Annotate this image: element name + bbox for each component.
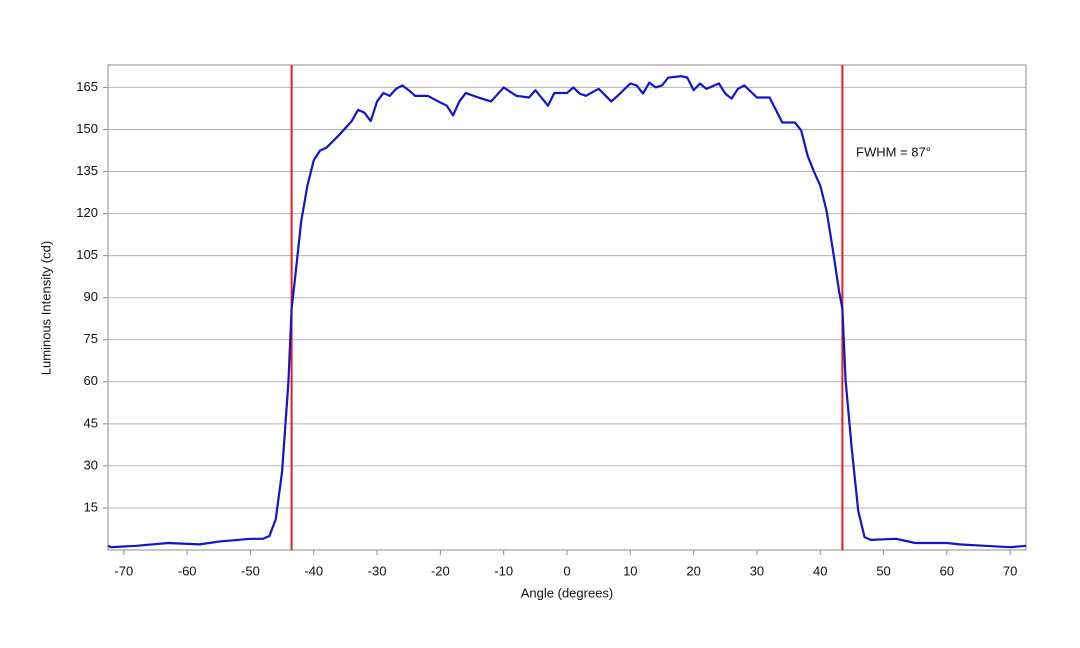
y-tick-label: 135 [76, 163, 98, 178]
y-tick-label: 75 [84, 331, 98, 346]
x-tick-label: 60 [940, 563, 954, 578]
y-tick-label: 90 [84, 289, 98, 304]
x-tick-label: 70 [1003, 563, 1017, 578]
y-tick-label: 105 [76, 247, 98, 262]
x-tick-label: -60 [178, 563, 197, 578]
x-tick-label: 40 [813, 563, 827, 578]
x-tick-label: 10 [623, 563, 637, 578]
x-tick-label: -50 [241, 563, 260, 578]
y-tick-label: 15 [84, 499, 98, 514]
x-tick-label: 0 [563, 563, 570, 578]
data-line [107, 75, 1027, 549]
x-axis-label: Angle (degrees) [521, 585, 614, 600]
y-tick-label: 120 [76, 205, 98, 220]
x-tick-label: 20 [686, 563, 700, 578]
plot-area [107, 64, 1027, 551]
y-axis-label: Luminous Intensity (cd) [38, 241, 53, 375]
y-tick-label: 30 [84, 457, 98, 472]
x-tick-label: -10 [494, 563, 513, 578]
annotation: FWHM = 87° [856, 144, 931, 159]
x-tick-label: -30 [368, 563, 387, 578]
y-tick-label: 45 [84, 415, 98, 430]
x-tick-label: -40 [304, 563, 323, 578]
x-tick-label: 50 [876, 563, 890, 578]
y-tick-label: 150 [76, 121, 98, 136]
x-tick-label: 30 [750, 563, 764, 578]
y-tick-label: 60 [84, 373, 98, 388]
x-tick-label: -70 [114, 563, 133, 578]
x-tick-label: -20 [431, 563, 450, 578]
y-tick-label: 165 [76, 79, 98, 94]
